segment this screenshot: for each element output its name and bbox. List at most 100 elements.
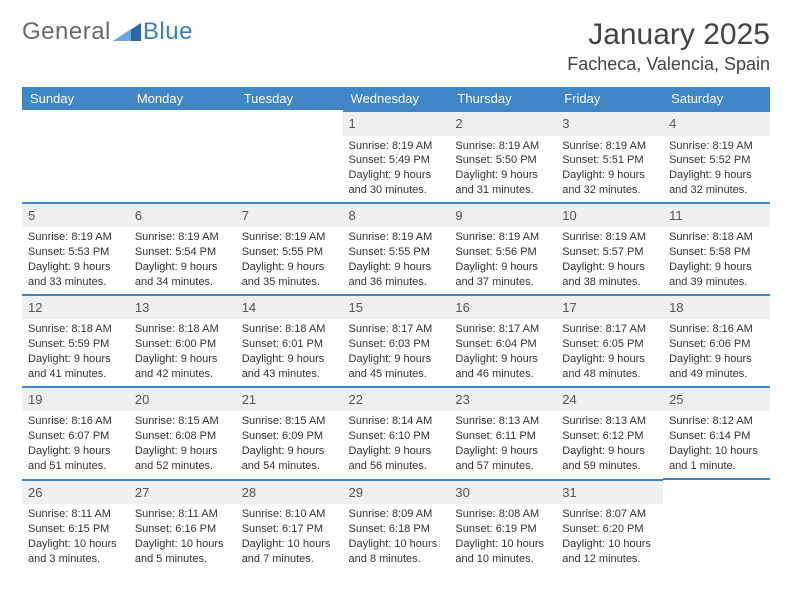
day-number: 17 <box>556 294 663 320</box>
day-line-sr: Sunrise: 8:17 AM <box>562 322 657 337</box>
day-line-d2: and 48 minutes. <box>562 367 657 382</box>
calendar-body: ...1Sunrise: 8:19 AMSunset: 5:49 PMDayli… <box>22 110 770 571</box>
day-line-ss: Sunset: 6:06 PM <box>669 337 764 352</box>
weekday-header: Wednesday <box>343 87 450 110</box>
calendar-day-cell: 21Sunrise: 8:15 AMSunset: 6:09 PMDayligh… <box>236 386 343 479</box>
day-line-d1: Daylight: 9 hours <box>562 444 657 459</box>
day-line-sr: Sunrise: 8:18 AM <box>135 322 230 337</box>
day-details: Sunrise: 8:16 AMSunset: 6:07 PMDaylight:… <box>22 411 129 477</box>
day-line-sr: Sunrise: 8:18 AM <box>242 322 337 337</box>
day-number: 12 <box>22 294 129 320</box>
weekday-header: Thursday <box>449 87 556 110</box>
day-details: Sunrise: 8:10 AMSunset: 6:17 PMDaylight:… <box>236 504 343 570</box>
calendar-day-cell: 8Sunrise: 8:19 AMSunset: 5:55 PMDaylight… <box>343 202 450 294</box>
day-line-d1: Daylight: 9 hours <box>349 168 444 183</box>
day-line-d1: Daylight: 9 hours <box>242 352 337 367</box>
day-line-d2: and 35 minutes. <box>242 275 337 290</box>
brand-logo: General Blue <box>22 18 193 46</box>
day-details: Sunrise: 8:19 AMSunset: 5:55 PMDaylight:… <box>343 227 450 293</box>
brand-part2: Blue <box>143 18 193 46</box>
day-line-sr: Sunrise: 8:16 AM <box>28 414 123 429</box>
day-line-ss: Sunset: 5:56 PM <box>455 245 550 260</box>
day-line-d1: Daylight: 10 hours <box>349 537 444 552</box>
calendar-day-cell: 9Sunrise: 8:19 AMSunset: 5:56 PMDaylight… <box>449 202 556 294</box>
day-line-d2: and 37 minutes. <box>455 275 550 290</box>
day-line-d2: and 30 minutes. <box>349 183 444 198</box>
day-line-d1: Daylight: 9 hours <box>242 260 337 275</box>
day-line-sr: Sunrise: 8:17 AM <box>455 322 550 337</box>
day-number: 1 <box>343 110 450 136</box>
day-details: Sunrise: 8:18 AMSunset: 5:58 PMDaylight:… <box>663 227 770 293</box>
day-line-sr: Sunrise: 8:14 AM <box>349 414 444 429</box>
day-details: Sunrise: 8:15 AMSunset: 6:08 PMDaylight:… <box>129 411 236 477</box>
day-line-ss: Sunset: 6:18 PM <box>349 522 444 537</box>
location-subtitle: Facheca, Valencia, Spain <box>567 54 770 75</box>
calendar-day-cell: 2Sunrise: 8:19 AMSunset: 5:50 PMDaylight… <box>449 110 556 202</box>
day-line-d2: and 31 minutes. <box>455 183 550 198</box>
day-number: 11 <box>663 202 770 228</box>
day-line-d2: and 8 minutes. <box>349 552 444 567</box>
day-details: Sunrise: 8:19 AMSunset: 5:50 PMDaylight:… <box>449 136 556 202</box>
day-line-d1: Daylight: 10 hours <box>562 537 657 552</box>
day-line-d1: Daylight: 9 hours <box>562 168 657 183</box>
day-details: Sunrise: 8:19 AMSunset: 5:54 PMDaylight:… <box>129 227 236 293</box>
calendar-day-cell: . <box>22 110 129 202</box>
day-line-d1: Daylight: 10 hours <box>669 444 764 459</box>
day-line-sr: Sunrise: 8:11 AM <box>28 507 123 522</box>
day-details: Sunrise: 8:14 AMSunset: 6:10 PMDaylight:… <box>343 411 450 477</box>
day-line-sr: Sunrise: 8:15 AM <box>135 414 230 429</box>
day-line-d1: Daylight: 10 hours <box>455 537 550 552</box>
calendar-day-cell: 4Sunrise: 8:19 AMSunset: 5:52 PMDaylight… <box>663 110 770 202</box>
day-line-sr: Sunrise: 8:19 AM <box>349 139 444 154</box>
logo-triangle-icon <box>113 23 141 41</box>
day-line-d1: Daylight: 9 hours <box>28 352 123 367</box>
day-details: Sunrise: 8:19 AMSunset: 5:57 PMDaylight:… <box>556 227 663 293</box>
day-line-ss: Sunset: 6:15 PM <box>28 522 123 537</box>
day-line-ss: Sunset: 5:49 PM <box>349 153 444 168</box>
weekday-header: Monday <box>129 87 236 110</box>
weekday-header: Tuesday <box>236 87 343 110</box>
day-line-d1: Daylight: 10 hours <box>28 537 123 552</box>
calendar-day-cell: 1 Sunrise: 8:19 AMSunset: 5:49 PMDaylight… <box>343 110 450 202</box>
day-details: Sunrise: 8:15 AMSunset: 6:09 PMDaylight:… <box>236 411 343 477</box>
day-line-sr: Sunrise: 8:16 AM <box>669 322 764 337</box>
day-number: 2 <box>449 110 556 136</box>
day-number: 13 <box>129 294 236 320</box>
day-line-d2: and 3 minutes. <box>28 552 123 567</box>
day-number: 4 <box>663 110 770 136</box>
day-line-d2: and 51 minutes. <box>28 459 123 474</box>
day-number: 16 <box>449 294 556 320</box>
day-line-d1: Daylight: 9 hours <box>135 352 230 367</box>
day-details: Sunrise: 8:18 AMSunset: 6:00 PMDaylight:… <box>129 319 236 385</box>
brand-part1: General <box>22 18 111 46</box>
day-line-d1: Daylight: 9 hours <box>669 260 764 275</box>
day-line-sr: Sunrise: 8:19 AM <box>349 230 444 245</box>
day-details: Sunrise: 8:08 AMSunset: 6:19 PMDaylight:… <box>449 504 556 570</box>
calendar-week-row: 12Sunrise: 8:18 AMSunset: 5:59 PMDayligh… <box>22 294 770 386</box>
day-line-d2: and 1 minute. <box>669 459 764 474</box>
calendar-day-cell: 23Sunrise: 8:13 AMSunset: 6:11 PMDayligh… <box>449 386 556 479</box>
day-line-d2: and 36 minutes. <box>349 275 444 290</box>
day-number: 21 <box>236 386 343 412</box>
day-line-sr: Sunrise: 8:18 AM <box>669 230 764 245</box>
calendar-table: SundayMondayTuesdayWednesdayThursdayFrid… <box>22 87 770 571</box>
day-line-sr: Sunrise: 8:13 AM <box>562 414 657 429</box>
day-line-sr: Sunrise: 8:19 AM <box>242 230 337 245</box>
day-number: 10 <box>556 202 663 228</box>
day-line-sr: Sunrise: 8:11 AM <box>135 507 230 522</box>
calendar-day-cell: 19Sunrise: 8:16 AMSunset: 6:07 PMDayligh… <box>22 386 129 479</box>
day-line-sr: Sunrise: 8:15 AM <box>242 414 337 429</box>
day-line-ss: Sunset: 6:00 PM <box>135 337 230 352</box>
calendar-day-cell: . <box>236 110 343 202</box>
weekday-header: Saturday <box>663 87 770 110</box>
day-details: Sunrise: 8:19 AMSunset: 5:52 PMDaylight:… <box>663 136 770 202</box>
calendar-day-cell: . <box>129 110 236 202</box>
calendar-day-cell: 12Sunrise: 8:18 AMSunset: 5:59 PMDayligh… <box>22 294 129 386</box>
page-header: General Blue January 2025 Facheca, Valen… <box>22 18 770 75</box>
day-line-d2: and 57 minutes. <box>455 459 550 474</box>
day-details: Sunrise: 8:11 AMSunset: 6:16 PMDaylight:… <box>129 504 236 570</box>
calendar-day-cell: 22Sunrise: 8:14 AMSunset: 6:10 PMDayligh… <box>343 386 450 479</box>
day-line-d2: and 52 minutes. <box>135 459 230 474</box>
calendar-day-cell: 13Sunrise: 8:18 AMSunset: 6:00 PMDayligh… <box>129 294 236 386</box>
day-number: 18 <box>663 294 770 320</box>
